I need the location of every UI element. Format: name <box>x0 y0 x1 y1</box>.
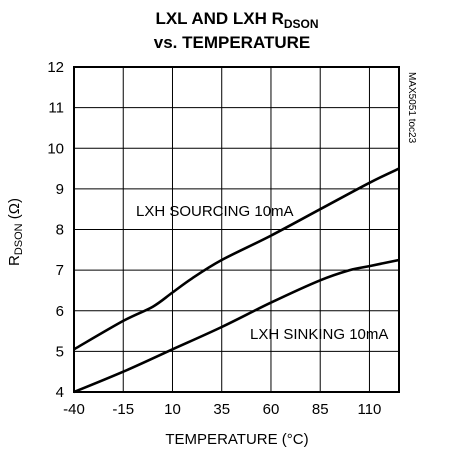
annotation-sinking: LXH SINKING 10mA <box>250 326 388 343</box>
y-axis-label-main: R <box>6 255 23 266</box>
y-tick-label: 6 <box>56 303 64 320</box>
x-tick-label: 35 <box>213 401 230 418</box>
y-tick-label: 5 <box>56 343 64 360</box>
y-axis-label-unit: (Ω) <box>6 198 23 223</box>
x-tick-label: 85 <box>312 401 329 418</box>
y-tick-label: 12 <box>47 59 64 76</box>
series-line-lxh-sinking <box>73 258 400 394</box>
x-axis-label: TEMPERATURE (°C) <box>165 431 308 448</box>
grid <box>74 67 399 392</box>
annotation-sourcing: LXH SOURCING 10mA <box>136 203 294 220</box>
x-tick-label: -40 <box>63 401 85 418</box>
chart-title-subscript: DSON <box>284 17 319 31</box>
y-tick-label: 10 <box>47 140 64 157</box>
plot-frame <box>73 66 400 393</box>
x-tick-label: 10 <box>164 401 181 418</box>
figure-code: MAX5051 toc23 <box>406 72 417 144</box>
y-axis-label-subscript: DSON <box>13 223 25 255</box>
x-tick-label: 110 <box>357 401 381 418</box>
y-tick-labels: 4 5 6 7 8 9 10 11 12 <box>47 59 64 401</box>
y-tick-label: 7 <box>56 262 64 279</box>
y-tick-label: 11 <box>48 100 64 117</box>
chart-title-main: LXL AND LXH R <box>155 9 283 28</box>
y-tick-label: 9 <box>56 181 64 198</box>
x-tick-label: 60 <box>263 401 280 418</box>
chart-title-line2: vs. TEMPERATURE <box>154 33 311 52</box>
y-tick-label: 4 <box>56 384 64 401</box>
curves <box>73 167 400 394</box>
x-tick-label: -15 <box>112 401 134 418</box>
y-tick-label: 8 <box>56 222 64 239</box>
x-tick-labels: -40 -15 10 35 60 85 110 <box>63 401 381 418</box>
chart-title-line1: LXL AND LXH RDSON <box>155 9 318 31</box>
series-line-lxh-sourcing <box>73 167 400 351</box>
y-axis-label: RDSON (Ω) <box>6 198 25 266</box>
